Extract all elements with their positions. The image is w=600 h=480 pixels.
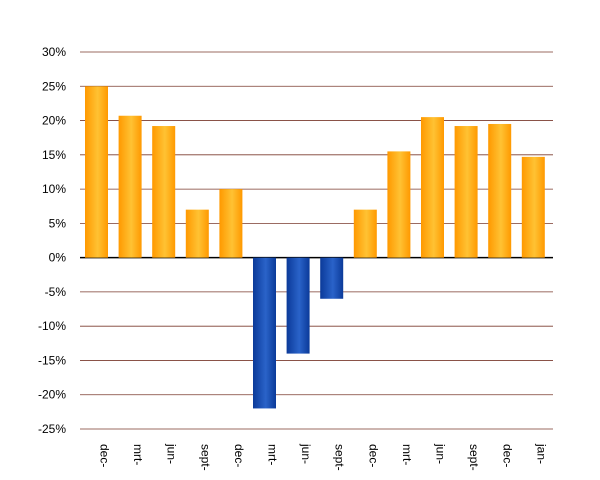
x-tick-label: jun- — [434, 443, 448, 464]
x-tick-label: dec- — [366, 444, 380, 467]
x-tick-label: dec- — [232, 444, 246, 467]
bar-9 — [387, 151, 411, 258]
bar-0 — [85, 86, 108, 258]
x-tick-label: sept- — [333, 444, 347, 471]
y-axis-ticks: 30% 25% 20% 15% 10% 5% 0% -5% -10% -15% -20% -25% — [38, 45, 66, 436]
y-tick-label: 25% — [42, 79, 66, 93]
bar-2 — [152, 126, 176, 258]
y-tick-label: 5% — [49, 216, 67, 230]
x-axis-ticks: dec-mrt-jun-sept-dec-mrt-jun-sept-dec-mr… — [98, 443, 549, 471]
x-tick-label: dec- — [98, 444, 112, 467]
x-tick-label: mrt- — [400, 444, 414, 465]
y-tick-label: -5% — [45, 285, 67, 299]
y-tick-label: -15% — [38, 353, 66, 367]
bar-1 — [118, 115, 142, 258]
x-tick-label: sept- — [198, 444, 212, 471]
y-tick-label: 10% — [42, 182, 66, 196]
bar-layer — [85, 86, 545, 409]
x-tick-label: jun- — [299, 443, 313, 464]
y-tick-label: 15% — [42, 148, 66, 162]
grid-layer — [80, 51, 553, 430]
y-tick-label: -25% — [38, 422, 66, 436]
y-tick-label: 0% — [49, 251, 67, 265]
y-tick-label: 20% — [42, 114, 66, 128]
x-tick-label: mrt- — [131, 444, 145, 465]
bar-7 — [320, 257, 344, 299]
y-tick-label: -10% — [38, 319, 66, 333]
bar-10 — [421, 117, 444, 258]
x-tick-label: sept- — [467, 444, 481, 471]
bar-5 — [253, 257, 276, 409]
x-tick-label: jun- — [165, 443, 179, 464]
x-tick-label: jan- — [534, 443, 548, 464]
bar-13 — [521, 156, 545, 258]
bar-11 — [454, 126, 478, 258]
y-tick-label: -20% — [38, 388, 66, 402]
x-tick-label: mrt- — [266, 444, 280, 465]
x-tick-label: dec- — [501, 444, 515, 467]
bar-6 — [286, 257, 310, 354]
bar-4 — [219, 189, 243, 258]
bar-3 — [185, 209, 209, 258]
bar-8 — [353, 209, 377, 258]
y-tick-label: 30% — [42, 45, 66, 59]
chart-title — [0, 0, 600, 8]
bar-12 — [488, 123, 512, 258]
